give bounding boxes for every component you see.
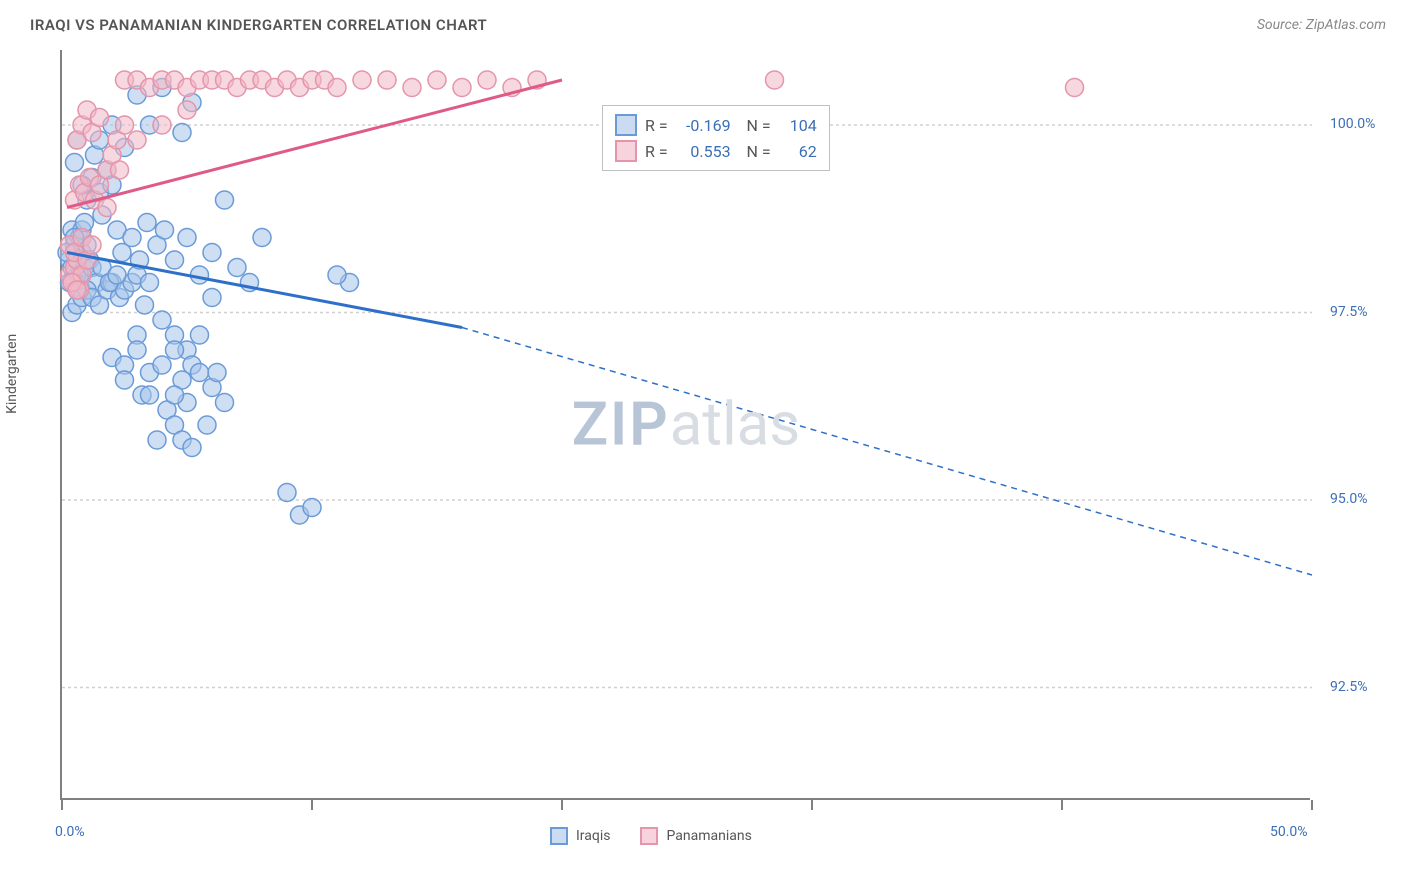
data-point <box>156 221 174 239</box>
data-point <box>111 161 129 179</box>
data-point <box>183 439 201 457</box>
data-point <box>166 386 184 404</box>
data-point <box>108 266 126 284</box>
data-point <box>353 71 371 89</box>
correlation-legend: R = -0.169 N = 104R = 0.553 N = 62 <box>602 105 830 171</box>
data-point <box>153 311 171 329</box>
data-point <box>173 124 191 142</box>
legend-row: R = -0.169 N = 104 <box>615 112 817 138</box>
y-tick-label: 97.5% <box>1330 304 1368 320</box>
legend-r-value: 0.553 <box>676 142 731 161</box>
data-point <box>66 154 84 172</box>
data-point <box>1066 79 1084 97</box>
plot-area: ZIPatlas R = -0.169 N = 104R = 0.553 N =… <box>60 50 1310 800</box>
legend-row: R = 0.553 N = 62 <box>615 138 817 164</box>
series-name: Iraqis <box>576 828 610 844</box>
y-tick-label: 100.0% <box>1330 116 1375 132</box>
data-point <box>153 356 171 374</box>
series-legend-item: Panamanians <box>640 827 751 845</box>
data-point <box>766 71 784 89</box>
data-point <box>68 281 86 299</box>
data-point <box>178 229 196 247</box>
series-legend: Iraqis Panamanians <box>550 827 752 845</box>
data-point <box>403 79 421 97</box>
legend-swatch <box>615 114 637 136</box>
series-legend-item: Iraqis <box>550 827 610 845</box>
data-point <box>478 71 496 89</box>
legend-n-label: N = <box>739 116 771 135</box>
y-tick-label: 95.0% <box>1330 491 1368 507</box>
data-point <box>253 229 271 247</box>
legend-n-label: N = <box>739 142 771 161</box>
data-point <box>98 199 116 217</box>
legend-swatch <box>615 140 637 162</box>
data-point <box>148 431 166 449</box>
x-tick-label: 50.0% <box>1270 824 1308 840</box>
data-point <box>191 364 209 382</box>
data-point <box>203 244 221 262</box>
data-point <box>138 214 156 232</box>
data-point <box>116 116 134 134</box>
data-point <box>328 266 346 284</box>
data-point <box>216 191 234 209</box>
legend-n-value: 62 <box>779 142 817 161</box>
data-point <box>378 71 396 89</box>
data-point <box>178 101 196 119</box>
data-point <box>198 416 216 434</box>
legend-n-value: 104 <box>779 116 817 135</box>
data-point <box>83 236 101 254</box>
y-axis-label: Kindergarten <box>4 334 20 414</box>
data-point <box>153 116 171 134</box>
data-point <box>303 499 321 517</box>
data-point <box>128 131 146 149</box>
data-point <box>228 259 246 277</box>
legend-swatch <box>640 827 658 845</box>
data-point <box>166 341 184 359</box>
data-point <box>141 274 159 292</box>
data-point <box>136 296 154 314</box>
x-tick-label: 0.0% <box>55 824 85 840</box>
data-point <box>91 109 109 127</box>
data-point <box>123 229 141 247</box>
y-tick-label: 92.5% <box>1330 679 1368 695</box>
legend-r-value: -0.169 <box>676 116 731 135</box>
data-point <box>216 394 234 412</box>
data-point <box>208 364 226 382</box>
legend-swatch <box>550 827 568 845</box>
data-point <box>128 341 146 359</box>
series-name: Panamanians <box>666 828 751 844</box>
data-point <box>166 251 184 269</box>
legend-r-label: R = <box>645 142 668 161</box>
data-point <box>141 386 159 404</box>
data-point <box>453 79 471 97</box>
data-point <box>328 79 346 97</box>
data-point <box>203 289 221 307</box>
trend-line-extension <box>462 328 1312 576</box>
data-point <box>116 371 134 389</box>
chart-source: Source: ZipAtlas.com <box>1257 17 1386 33</box>
data-point <box>278 484 296 502</box>
legend-r-label: R = <box>645 116 668 135</box>
data-point <box>428 71 446 89</box>
chart-title: IRAQI VS PANAMANIAN KINDERGARTEN CORRELA… <box>30 16 487 34</box>
data-point <box>191 326 209 344</box>
